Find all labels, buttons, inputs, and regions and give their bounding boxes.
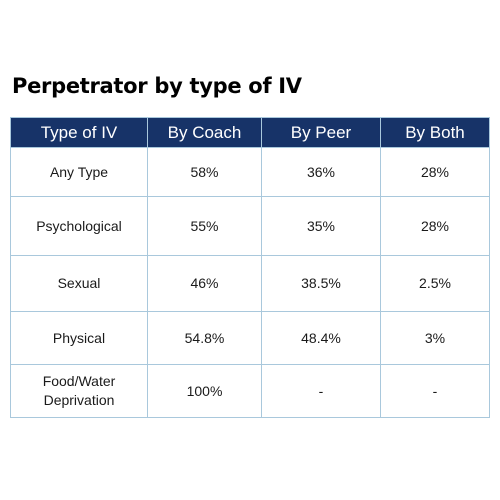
by-both-cell: 2.5% xyxy=(380,255,490,312)
row-label-cell: Any Type xyxy=(10,147,148,197)
by-both-cell: - xyxy=(380,364,490,418)
row-label-cell: Sexual xyxy=(10,255,148,312)
header-by-peer: By Peer xyxy=(261,117,381,148)
table-row: Physical 54.8% 48.4% 3% xyxy=(10,311,490,365)
by-peer-cell: 35% xyxy=(261,196,381,256)
chart-title: Perpetrator by type of IV xyxy=(12,74,302,98)
by-both-cell: 28% xyxy=(380,196,490,256)
perpetrator-table: Type of IV By Coach By Peer By Both Any … xyxy=(10,117,490,418)
table-row: Any Type 58% 36% 28% xyxy=(10,147,490,197)
table-row: Psychological 55% 35% 28% xyxy=(10,196,490,256)
by-coach-cell: 100% xyxy=(147,364,262,418)
by-coach-cell: 46% xyxy=(147,255,262,312)
row-label-cell: Food/Water Deprivation xyxy=(10,364,148,418)
table-row: Sexual 46% 38.5% 2.5% xyxy=(10,255,490,312)
by-coach-cell: 58% xyxy=(147,147,262,197)
row-label-cell: Psychological xyxy=(10,196,148,256)
table-row: Food/Water Deprivation 100% - - xyxy=(10,364,490,418)
by-peer-cell: 38.5% xyxy=(261,255,381,312)
table-header-row: Type of IV By Coach By Peer By Both xyxy=(10,117,490,148)
by-coach-cell: 54.8% xyxy=(147,311,262,365)
by-coach-cell: 55% xyxy=(147,196,262,256)
by-peer-cell: 36% xyxy=(261,147,381,197)
by-peer-cell: 48.4% xyxy=(261,311,381,365)
header-type-of-iv: Type of IV xyxy=(10,117,148,148)
header-by-both: By Both xyxy=(380,117,490,148)
by-peer-cell: - xyxy=(261,364,381,418)
by-both-cell: 3% xyxy=(380,311,490,365)
by-both-cell: 28% xyxy=(380,147,490,197)
row-label-cell: Physical xyxy=(10,311,148,365)
header-by-coach: By Coach xyxy=(147,117,262,148)
